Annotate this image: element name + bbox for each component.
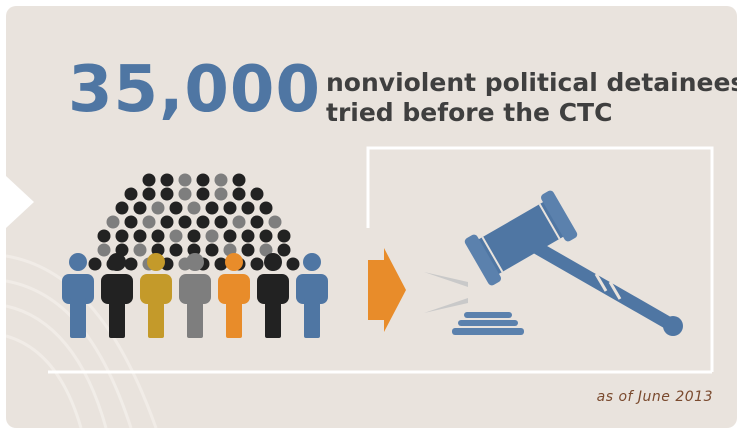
headline-line-2: tried before the CTC (326, 98, 613, 127)
motion-line-icon (424, 272, 468, 287)
gavel-icon (424, 190, 683, 336)
headline-line-1: nonviolent political detainees (326, 68, 737, 97)
arrow-right-icon (368, 248, 406, 332)
crowd-icon (62, 173, 328, 338)
date-footnote: as of June 2013 (596, 389, 713, 405)
sound-block-icon (464, 312, 512, 318)
headline-caption: nonviolent political detainees tried bef… (326, 68, 737, 128)
motion-line-icon (424, 298, 468, 313)
notch-decoration (6, 176, 34, 228)
frame-lines (48, 146, 714, 374)
detainee-count: 35,000 (68, 53, 321, 127)
decor-layer (6, 146, 714, 428)
infographic-card: 35,000 nonviolent political detainees tr… (6, 6, 737, 428)
